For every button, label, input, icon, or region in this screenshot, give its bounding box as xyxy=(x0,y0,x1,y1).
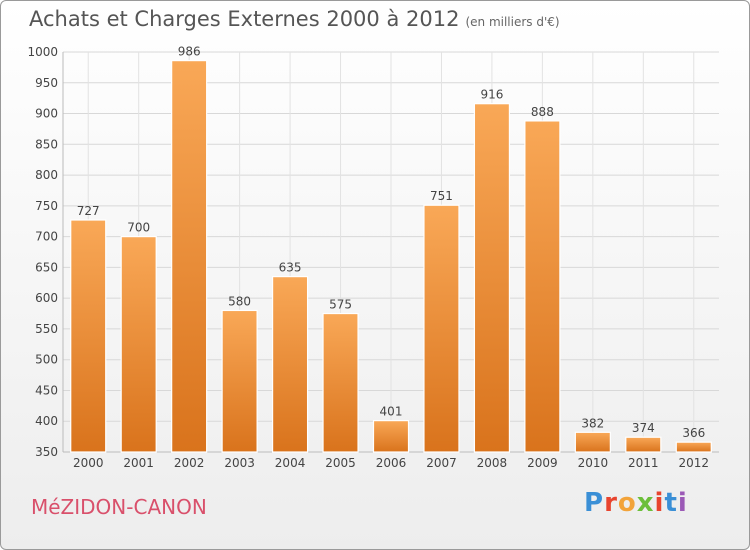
bar-2009 xyxy=(524,120,561,453)
y-tick-label: 450 xyxy=(35,383,58,397)
bar-2002 xyxy=(171,60,208,453)
bar-2010 xyxy=(574,431,611,453)
data-label-2006: 401 xyxy=(380,405,403,419)
y-tick-label: 500 xyxy=(35,353,58,367)
data-label-2010: 382 xyxy=(581,416,604,430)
bar-2005 xyxy=(322,312,359,453)
bar-2003 xyxy=(221,309,258,453)
chart-title: Achats et Charges Externes 2000 à 2012 (e… xyxy=(29,7,560,31)
data-label-2001: 700 xyxy=(127,221,150,235)
bar-2012 xyxy=(675,441,712,453)
x-tick-label-2004: 2004 xyxy=(275,456,306,470)
x-tick-label-2011: 2011 xyxy=(628,456,659,470)
data-label-2002: 986 xyxy=(178,45,201,59)
bar-2007 xyxy=(423,204,460,453)
x-tick-label-2009: 2009 xyxy=(527,456,558,470)
y-tick-label: 900 xyxy=(35,107,58,121)
chart-subtitle: (en milliers d'€) xyxy=(465,15,560,29)
y-tick-label: 350 xyxy=(35,445,58,459)
bar-2004 xyxy=(271,276,309,453)
data-label-2009: 888 xyxy=(531,105,554,119)
logo-letter: r xyxy=(604,488,618,518)
logo-letter: P xyxy=(584,488,605,518)
y-tick-label: 550 xyxy=(35,322,58,336)
logo-letter: t xyxy=(664,488,678,518)
y-tick-label: 750 xyxy=(35,199,58,213)
x-tick-label-2005: 2005 xyxy=(325,456,356,470)
y-tick-label: 650 xyxy=(35,260,58,274)
x-tick-label-2000: 2000 xyxy=(73,456,104,470)
data-label-2000: 727 xyxy=(77,204,100,218)
x-tick-label-2007: 2007 xyxy=(426,456,457,470)
y-tick-label: 1000 xyxy=(27,45,58,59)
y-tick-label: 400 xyxy=(35,414,58,428)
x-tick-label-2010: 2010 xyxy=(578,456,609,470)
city-name: MéZIDON-CANON xyxy=(31,495,207,519)
logo-letter: i xyxy=(677,488,688,518)
y-tick-label: 700 xyxy=(35,230,58,244)
bar-2001 xyxy=(120,236,157,453)
bar-2011 xyxy=(625,436,662,453)
data-label-2008: 916 xyxy=(480,88,503,102)
data-label-2004: 635 xyxy=(279,261,302,275)
x-tick-label-2001: 2001 xyxy=(123,456,154,470)
bar-2006 xyxy=(372,420,410,453)
logo-letter: o xyxy=(617,488,637,518)
logo-letter: x xyxy=(636,488,655,518)
x-tick-label-2002: 2002 xyxy=(174,456,205,470)
x-tick-label-2003: 2003 xyxy=(224,456,255,470)
bar-2000 xyxy=(70,219,107,453)
data-label-2003: 580 xyxy=(228,294,251,308)
title-text: Achats et Charges Externes 2000 à 2012 xyxy=(29,7,460,31)
bar-2008 xyxy=(473,103,511,453)
data-label-2005: 575 xyxy=(329,298,352,312)
logo-letter: i xyxy=(654,488,665,518)
data-label-2012: 366 xyxy=(682,426,705,440)
x-tick-label-2012: 2012 xyxy=(678,456,709,470)
y-tick-label: 600 xyxy=(35,291,58,305)
data-label-2011: 374 xyxy=(632,421,655,435)
data-label-2007: 751 xyxy=(430,189,453,203)
y-tick-label: 800 xyxy=(35,168,58,182)
x-tick-label-2008: 2008 xyxy=(477,456,508,470)
x-tick-label-2006: 2006 xyxy=(376,456,407,470)
y-tick-label: 850 xyxy=(35,137,58,151)
proxiti-logo: Proxiti xyxy=(584,488,688,518)
y-tick-label: 950 xyxy=(35,76,58,90)
